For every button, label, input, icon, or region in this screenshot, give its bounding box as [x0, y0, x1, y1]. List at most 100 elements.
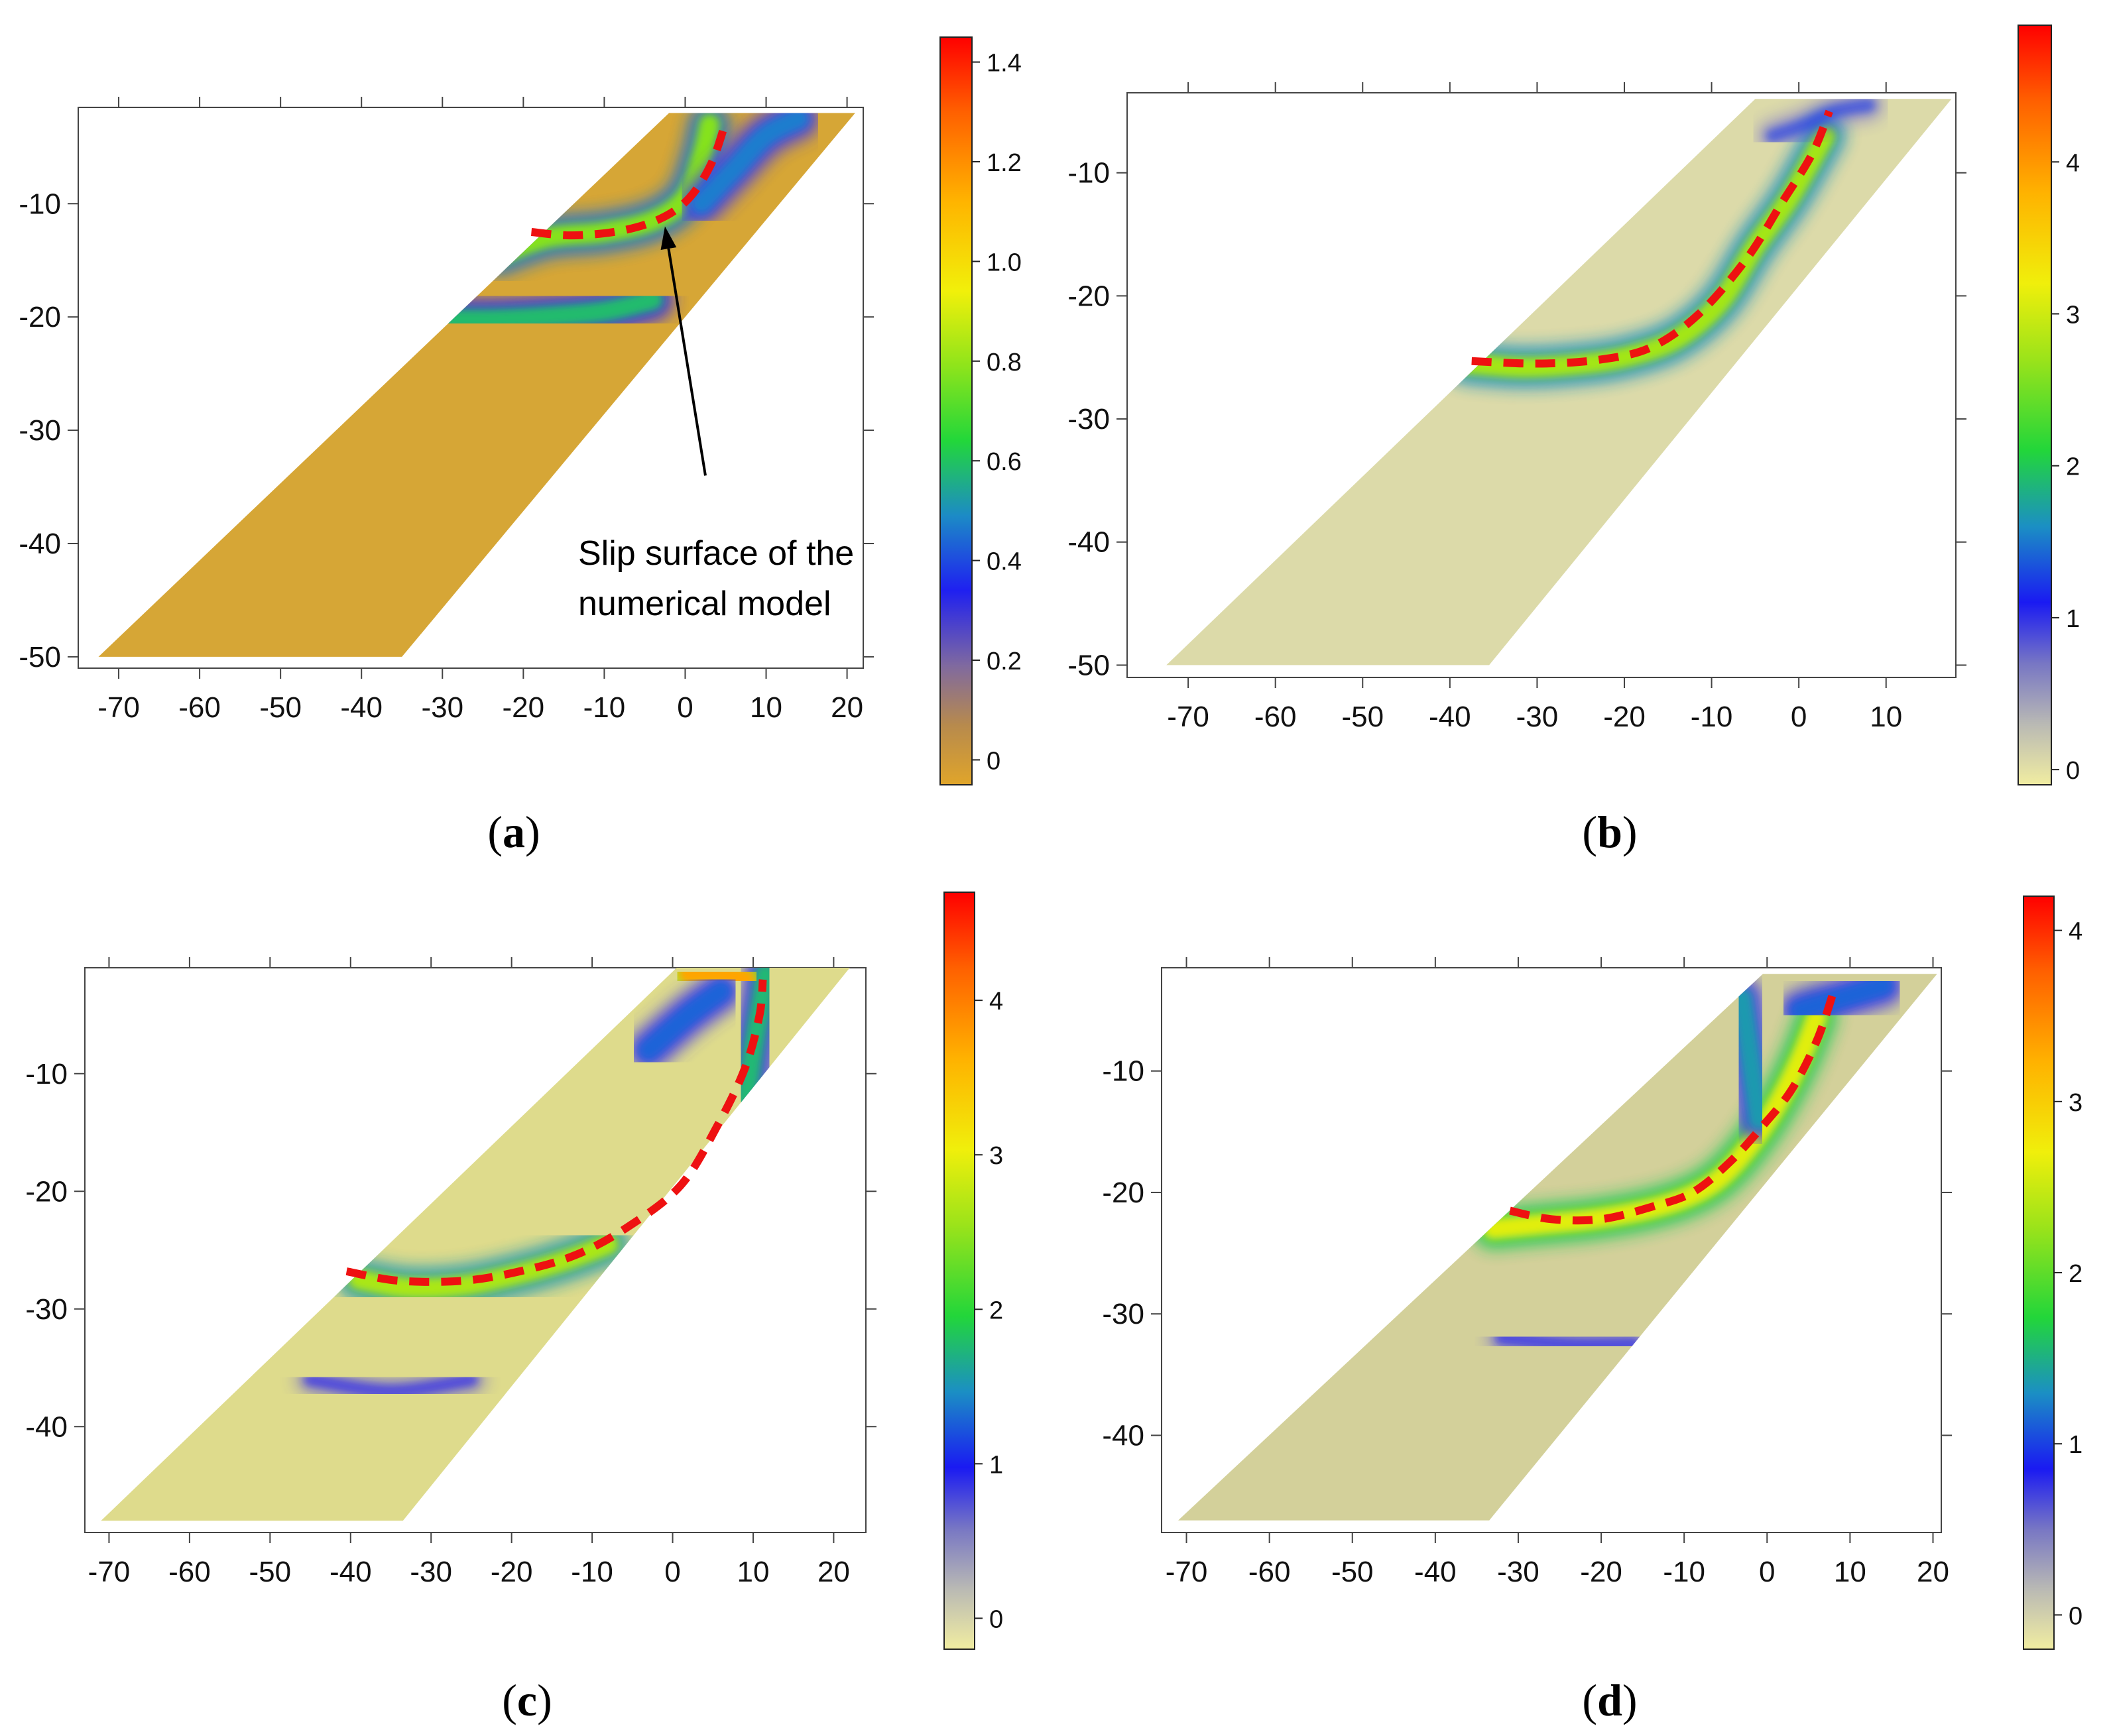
x-tick-label: -10 — [583, 691, 626, 724]
band-core — [1766, 99, 1876, 143]
colorbar-tick-label: 0 — [2069, 1602, 2082, 1630]
x-tick-label: -50 — [1341, 701, 1384, 733]
colorbar-tick-label: 1 — [2069, 1431, 2082, 1459]
y-tick-label: -50 — [1067, 649, 1110, 681]
x-tick-label: -40 — [330, 1556, 372, 1588]
panel-c: -70 -60 -50 -40 -30 -20 -10 0 10 20 -10 -20 -30 -40 0 1… — [25, 892, 1003, 1725]
annotation-arrow — [667, 248, 707, 476]
y-tick-label: -20 — [1102, 1177, 1144, 1209]
band-core — [638, 980, 732, 1061]
panel-b: -70 -60 -50 -40 -30 -20 -10 0 10 -10 -20 -30 -40 -50 0… — [1067, 25, 2080, 857]
colorbar — [2023, 896, 2055, 1650]
colorbar-tick-label: 1.2 — [987, 149, 1022, 177]
colorbar-tick-label: 1 — [2066, 605, 2080, 633]
y-tick-label: -40 — [1067, 526, 1110, 559]
band-core — [1494, 1331, 1642, 1352]
band-core — [1731, 987, 1770, 1130]
x-tick-label: 10 — [1834, 1556, 1866, 1588]
colorbar-tick-label: 0.8 — [987, 349, 1022, 376]
x-tick-label: -40 — [1414, 1556, 1457, 1588]
x-tick-label: 0 — [677, 691, 693, 724]
colorbar-tick-label: 3 — [2066, 301, 2080, 329]
y-tick-label: -30 — [1067, 403, 1110, 435]
x-tick-label: 0 — [1759, 1556, 1775, 1588]
x-tick-label: -20 — [503, 691, 545, 724]
colorbar-tick-label: 0.2 — [987, 648, 1022, 675]
x-tick-label: -60 — [178, 691, 221, 724]
x-tick-label: -60 — [1254, 701, 1297, 733]
x-tick-label: -20 — [1603, 701, 1646, 733]
colorbar-tick-label: 4 — [2069, 918, 2082, 946]
colorbar-tick-label: 1 — [989, 1451, 1003, 1479]
colorbar-tick-label: 4 — [2066, 149, 2080, 177]
panels-layer: -70 -60 -50 -40 -30 -20 -10 0 10 20-10-20-30-40-5… — [19, 25, 2082, 1725]
y-tick-label: -40 — [19, 528, 61, 560]
y-tick-label: -20 — [19, 301, 61, 333]
x-tick-label: 20 — [817, 1556, 850, 1588]
x-tick-label: -50 — [1331, 1556, 1374, 1588]
colorbar — [939, 36, 973, 785]
x-tick-label: 0 — [1791, 701, 1807, 733]
colorbar-tick-label: 0 — [2066, 757, 2080, 785]
panel-label-close-paren: ) — [1622, 1675, 1638, 1725]
y-tick-label: -10 — [19, 188, 61, 220]
panel-label-b: (b) — [1582, 807, 1637, 857]
colorbar-tick-label: 1.4 — [987, 50, 1022, 78]
x-tick-label: -10 — [1691, 701, 1733, 733]
panel-label-letter: b — [1597, 807, 1622, 857]
panel-label-letter: a — [503, 807, 525, 857]
panel-label-open-paren: ( — [1582, 807, 1597, 857]
band-core — [304, 1373, 478, 1398]
y-tick-label: -40 — [1102, 1419, 1144, 1452]
x-tick-label: -60 — [1248, 1556, 1291, 1588]
y-tick-label: -10 — [1102, 1055, 1144, 1088]
x-tick-label: -30 — [1497, 1556, 1539, 1588]
x-tick-label: -20 — [491, 1556, 533, 1588]
colorbar-tick-label: 3 — [989, 1142, 1003, 1170]
panel-label-letter: d — [1597, 1675, 1622, 1725]
colorbar-tick-label: 0.6 — [987, 448, 1022, 476]
colorbar-tick-label: 2 — [2069, 1260, 2082, 1288]
y-tick-label: -30 — [19, 414, 61, 447]
colorbar-tick-label: 0 — [987, 747, 1000, 775]
panel-label-c: (c) — [502, 1675, 552, 1725]
slip-surface-curve — [1471, 109, 1833, 368]
x-tick-label: 0 — [664, 1556, 680, 1588]
y-tick-label: -50 — [19, 641, 61, 673]
x-tick-label: -50 — [249, 1556, 292, 1588]
x-tick-label: -50 — [259, 691, 302, 724]
x-tick-label: -30 — [1516, 701, 1559, 733]
x-tick-label: 20 — [1917, 1556, 1949, 1588]
panel-label-letter: c — [517, 1675, 537, 1725]
y-tick-label: -20 — [25, 1175, 68, 1208]
panel-label-a: (a) — [487, 807, 540, 857]
x-tick-label: -40 — [340, 691, 383, 724]
panel-label-d: (d) — [1582, 1675, 1637, 1725]
y-tick-label: -10 — [1067, 157, 1110, 190]
slip-surface-curve — [345, 979, 767, 1286]
panel-label-close-paren: ) — [1622, 807, 1638, 857]
x-tick-label: -70 — [88, 1556, 131, 1588]
y-tick-label: -20 — [1067, 280, 1110, 312]
panel-label-open-paren: ( — [502, 1675, 517, 1725]
x-tick-label: 10 — [737, 1556, 770, 1588]
x-tick-label: -70 — [97, 691, 140, 724]
panel-label-close-paren: ) — [525, 807, 540, 857]
panel-label-open-paren: ( — [1582, 1675, 1597, 1725]
x-tick-label: 20 — [831, 691, 863, 724]
x-tick-label: -70 — [1166, 1556, 1208, 1588]
slip-surface-curve — [1509, 990, 1838, 1225]
annotation-line-2: numerical model — [578, 585, 831, 623]
x-tick-label: -30 — [421, 691, 463, 724]
colorbar-tick-label: 2 — [989, 1297, 1003, 1324]
x-tick-label: -20 — [1580, 1556, 1622, 1588]
colorbar-tick-label: 0.4 — [987, 548, 1022, 576]
x-tick-label: -30 — [410, 1556, 452, 1588]
colorbar-tick-label: 2 — [2066, 453, 2080, 481]
colorbar-tick-label: 4 — [989, 988, 1003, 1015]
panel-label-close-paren: ) — [537, 1675, 552, 1725]
slip-surface-curve — [530, 121, 730, 240]
x-tick-label: -10 — [571, 1556, 613, 1588]
colorbar — [943, 892, 975, 1650]
